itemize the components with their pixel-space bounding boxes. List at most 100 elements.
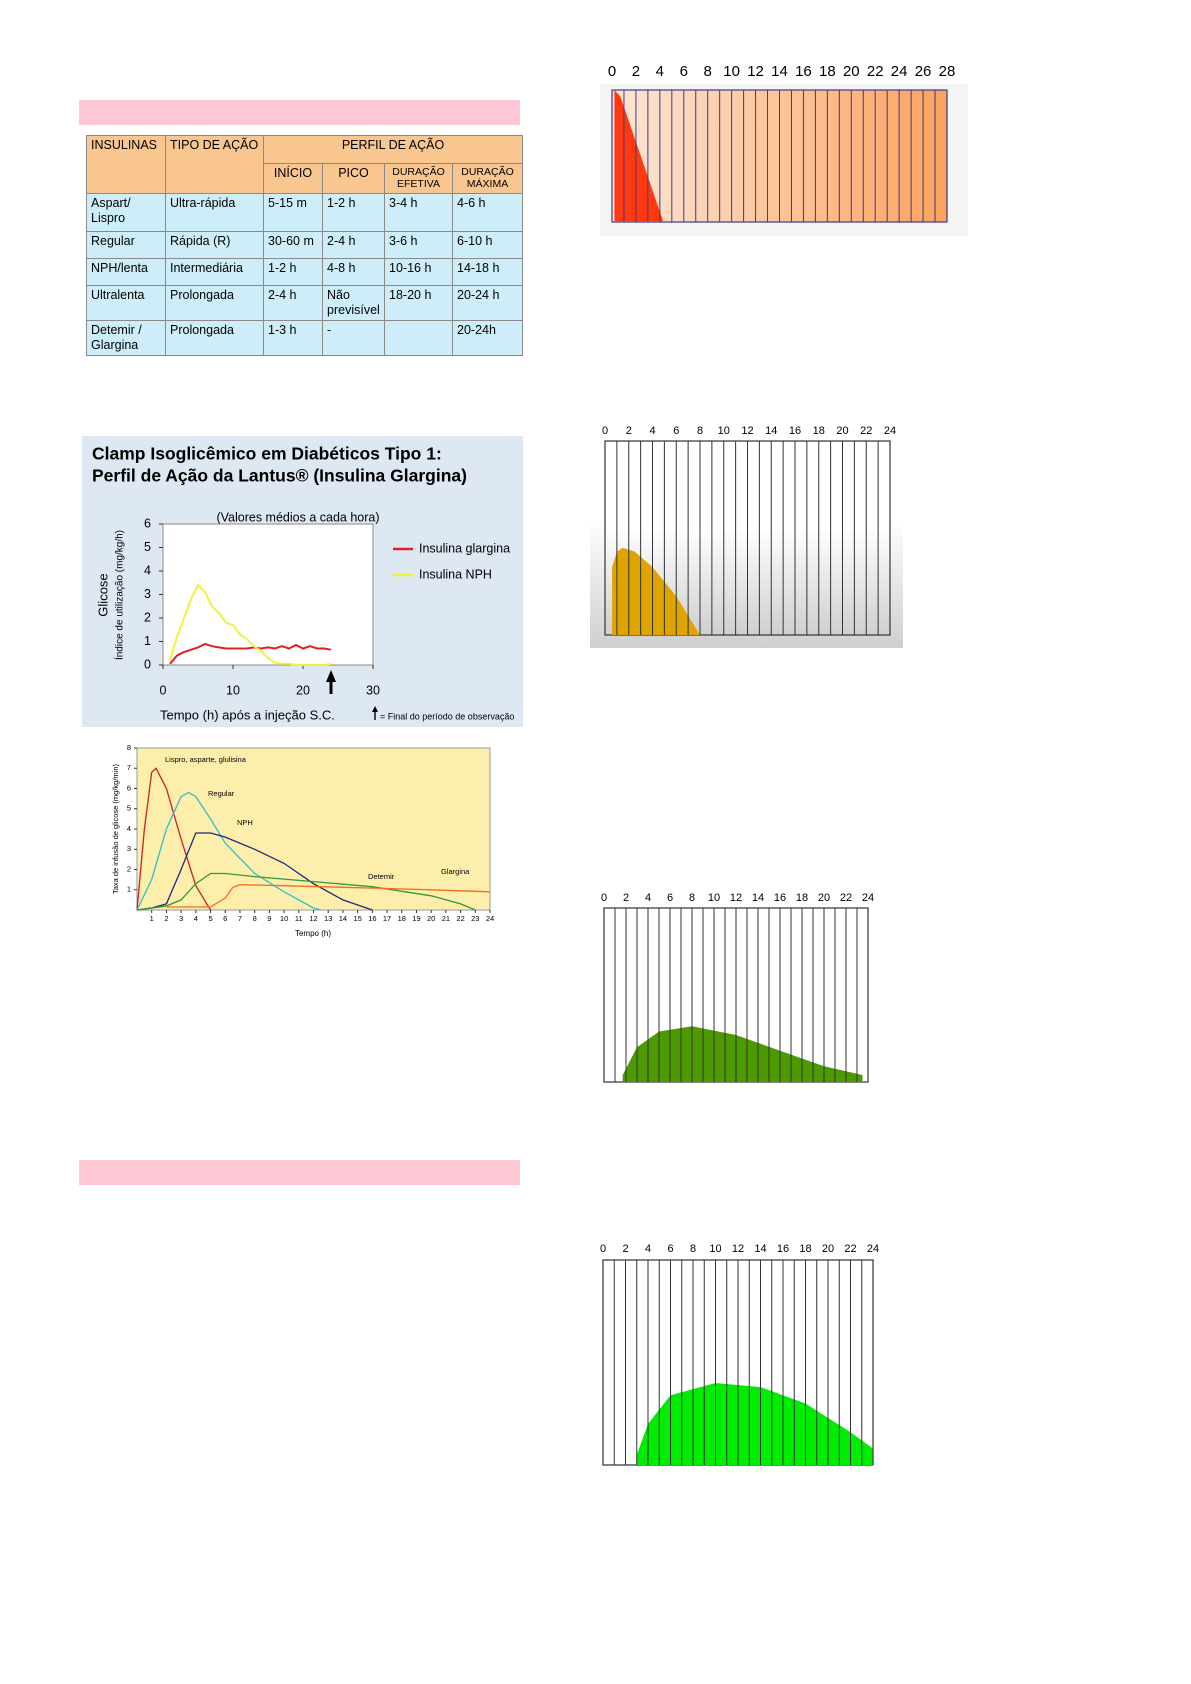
x-tick-label: 20 <box>822 1243 834 1255</box>
header-cell: DURAÇÃO MÁXIMA <box>451 163 524 194</box>
table-cell: Aspart/ Lispro <box>86 193 166 232</box>
table-cell: 1-2 h <box>322 193 385 232</box>
y-tick-label: 5 <box>144 540 151 554</box>
x-tick-label: 1 <box>150 914 154 923</box>
x-tick-label: 11 <box>295 914 303 923</box>
x-tick-label: 22 <box>844 1243 856 1255</box>
x-tick-label: 16 <box>774 892 786 904</box>
x-tick-label: 26 <box>915 63 932 80</box>
y-tick-label: 5 <box>127 804 131 813</box>
x-tick-label: 0 <box>160 683 167 697</box>
y-tick-label: 4 <box>144 563 151 577</box>
chart-title: Perfil de Ação da Lantus® (Insulina Glar… <box>92 466 467 486</box>
x-tick-label: 6 <box>680 63 688 80</box>
table-row: Aspart/ Lispro Ultra-rápida 5-15 m 1-2 h 3-4… <box>86 193 524 232</box>
table-cell: 4-6 h <box>451 193 524 232</box>
table-cell: 2-4 h <box>322 231 385 259</box>
table-cell: - <box>322 320 385 356</box>
x-tick-label: 2 <box>626 425 632 437</box>
table-cell: Não previsível <box>322 285 385 321</box>
x-tick-label: 3 <box>179 914 183 923</box>
series-line <box>169 642 332 665</box>
x-tick-label: 20 <box>843 63 860 80</box>
action-profile <box>622 1026 863 1082</box>
section-bar <box>79 1160 520 1185</box>
x-tick-label: 19 <box>412 914 420 923</box>
curve-label: Detemir <box>368 872 395 881</box>
x-tick-label: 8 <box>704 63 712 80</box>
table-cell: Detemir / Glargina <box>86 320 166 356</box>
x-tick-label: 4 <box>649 425 655 437</box>
table-cell: Intermediária <box>165 258 264 286</box>
x-tick-label: 28 <box>939 63 956 80</box>
x-tick-label: 20 <box>296 683 310 697</box>
annotation-arrow <box>372 706 378 720</box>
x-tick-label: 14 <box>339 914 347 923</box>
chart-subtitle: (Valores médios a cada hora) <box>216 510 379 524</box>
table-cell: 30-60 m <box>263 231 323 259</box>
x-tick-label: 10 <box>723 63 740 80</box>
y-tick-label: 1 <box>127 885 131 894</box>
x-tick-label: 20 <box>836 425 848 437</box>
x-tick-label: 18 <box>398 914 406 923</box>
x-tick-label: 15 <box>353 914 361 923</box>
x-tick-label: 24 <box>862 892 874 904</box>
x-tick-label: 6 <box>667 892 673 904</box>
action-profile <box>612 547 700 635</box>
x-tick-label: 4 <box>656 63 664 80</box>
table-cell: 3-6 h <box>384 231 453 259</box>
plot-box <box>136 747 491 911</box>
y-tick-label: 6 <box>127 783 131 792</box>
y-tick-label: 3 <box>127 844 131 853</box>
x-tick-label: 10 <box>226 683 240 697</box>
table-cell: 1-2 h <box>263 258 323 286</box>
header-cell: PICO <box>322 163 385 194</box>
x-tick-label: 21 <box>442 914 450 923</box>
table-cell: 3-4 h <box>384 193 453 232</box>
x-tick-label: 5 <box>208 914 212 923</box>
x-tick-label: 22 <box>456 914 464 923</box>
x-axis-label: Tempo (h) após a injeção S.C. <box>160 707 335 722</box>
series-line <box>166 884 491 908</box>
x-tick-label: 4 <box>645 892 651 904</box>
x-tick-label: 0 <box>602 425 608 437</box>
series-line <box>169 583 332 666</box>
x-tick-label: 24 <box>884 425 896 437</box>
action-profile <box>636 1383 873 1465</box>
y-axis-label: Glicose <box>95 573 110 616</box>
x-tick-label: 2 <box>623 892 629 904</box>
x-tick-label: 8 <box>689 892 695 904</box>
x-tick-label: 12 <box>741 425 753 437</box>
y-tick-label: 6 <box>144 516 151 530</box>
series-line <box>136 872 476 911</box>
table-cell: Ultra-rápida <box>165 193 264 232</box>
x-tick-label: 2 <box>622 1243 628 1255</box>
x-tick-label: 16 <box>789 425 801 437</box>
annotation-arrow <box>326 670 336 694</box>
x-tick-label: 14 <box>754 1243 766 1255</box>
table-cell: Prolongada <box>165 285 264 321</box>
x-tick-label: 12 <box>747 63 764 80</box>
chart-title: Clamp Isoglicêmico em Diabéticos Tipo 1: <box>92 444 442 464</box>
x-tick-label: 22 <box>867 63 884 80</box>
x-tick-label: 10 <box>708 892 720 904</box>
y-tick-label: 4 <box>127 824 131 833</box>
x-tick-label: 24 <box>891 63 908 80</box>
x-tick-label: 9 <box>267 914 271 923</box>
table-cell: 20-24h <box>451 320 524 356</box>
curve-label: Glargina <box>441 867 470 876</box>
curve-label: Lispro, asparte, glulisina <box>165 755 247 764</box>
curve-label: Regular <box>208 789 235 798</box>
plot-box <box>162 523 374 666</box>
x-tick-label: 7 <box>238 914 242 923</box>
x-tick-label: 2 <box>164 914 168 923</box>
x-tick-label: 14 <box>771 63 788 80</box>
header-cell: INSULINAS <box>86 135 166 194</box>
x-tick-label: 16 <box>795 63 812 80</box>
x-tick-label: 6 <box>223 914 227 923</box>
x-tick-label: 14 <box>765 425 777 437</box>
table-cell: Ultralenta <box>86 285 166 321</box>
section-bar <box>79 100 520 125</box>
